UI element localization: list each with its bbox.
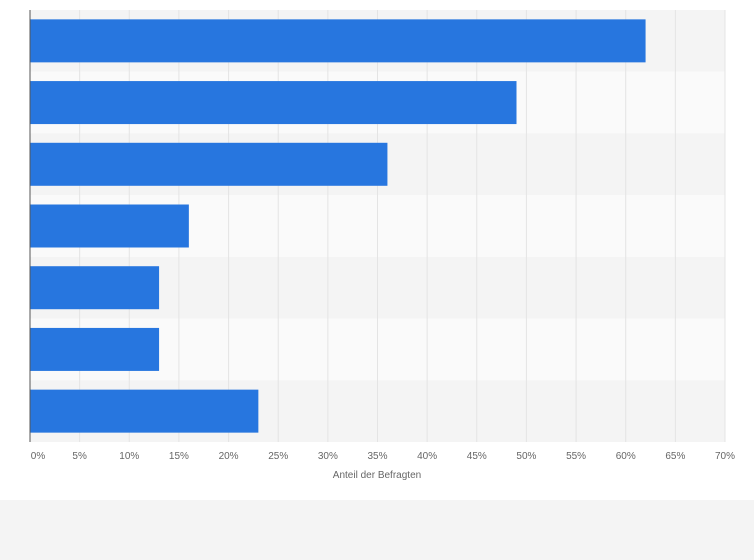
bar[interactable] [30, 19, 646, 63]
x-tick-label: 25% [268, 451, 288, 462]
bar[interactable] [30, 81, 517, 125]
x-tick-label: 10% [119, 451, 139, 462]
bars [30, 19, 646, 433]
bar[interactable] [30, 389, 259, 433]
x-tick-labels: 0% 5% 10% 15% 20% 25% 30% 35% 40% 45% 50% 55% 60% 65%… [31, 451, 735, 462]
bar[interactable] [30, 142, 388, 186]
x-tick-label: 15% [169, 451, 189, 462]
x-tick-label: 55% [566, 451, 586, 462]
bar[interactable] [30, 266, 160, 310]
x-tick-label: 30% [318, 451, 338, 462]
x-tick-label: 65% [665, 451, 685, 462]
x-tick-label: 20% [219, 451, 239, 462]
x-tick-label: 35% [367, 451, 387, 462]
x-tick-label: 45% [467, 451, 487, 462]
bar[interactable] [30, 327, 160, 371]
x-axis-title: Anteil der Befragten [333, 470, 421, 481]
x-tick-label: 40% [417, 451, 437, 462]
x-tick-label: 50% [516, 451, 536, 462]
x-tick-label: 0% [31, 451, 46, 462]
bar[interactable] [30, 204, 189, 248]
x-tick-label: 60% [616, 451, 636, 462]
x-tick-label: 70% [715, 451, 735, 462]
x-tick-label: 5% [72, 451, 87, 462]
